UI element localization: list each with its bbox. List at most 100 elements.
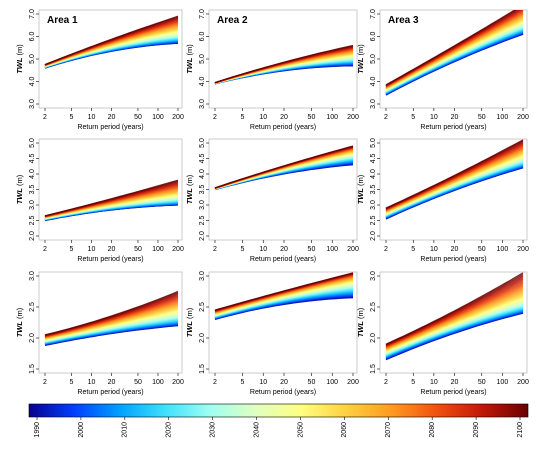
curve-family	[214, 145, 354, 191]
x-tick-label: 2	[213, 114, 217, 121]
y-tick-label: 2.5	[29, 302, 36, 312]
y-tick-label: 4.0	[199, 169, 206, 179]
curve-2100	[214, 272, 354, 311]
panel-title: Area 2	[217, 15, 248, 26]
curve-2100	[385, 139, 524, 209]
panel-frame	[208, 271, 358, 374]
x-tick-label: 2	[213, 246, 217, 253]
x-tick-label: 10	[430, 246, 438, 253]
x-tick-label: 5	[70, 246, 74, 253]
x-tick-label: 50	[308, 114, 316, 121]
x-axis-label: Return period (years)	[77, 256, 143, 263]
y-axis-label: TWL (m)	[356, 174, 365, 204]
x-tick-label: 50	[308, 379, 316, 386]
colorbar-tick-label: 2040	[253, 422, 260, 438]
panel-1: 2 5 10 20 50 100 200 Return period (years) 3.0 4.…	[15, 9, 184, 131]
y-tick-label: 5.0	[199, 138, 206, 148]
y-tick-label: 7.0	[370, 9, 377, 19]
panel-title: Area 3	[388, 15, 419, 26]
x-tick-label: 200	[517, 246, 529, 253]
curve-family	[214, 272, 354, 321]
y-tick-label: 3.0	[370, 271, 377, 281]
x-tick-label: 10	[88, 246, 96, 253]
x-tick-label: 10	[430, 114, 438, 121]
y-tick-label: 3.0	[199, 200, 206, 210]
x-axis-label: Return period (years)	[420, 389, 486, 396]
y-tick-label: 2.5	[370, 302, 377, 312]
colorbar-tick-label: 2050	[297, 422, 304, 438]
x-tick-label: 2	[384, 246, 388, 253]
x-tick-label: 200	[172, 379, 184, 386]
curve-family	[385, 139, 524, 220]
x-tick-label: 50	[478, 114, 486, 121]
y-tick-label: 5.0	[370, 138, 377, 148]
panel-frame	[38, 271, 183, 374]
y-tick-label: 7.0	[199, 9, 206, 19]
curve-family	[44, 179, 179, 222]
x-tick-label: 200	[347, 246, 359, 253]
x-tick-label: 5	[411, 379, 415, 386]
y-axis-label: TWL (m)	[356, 44, 365, 74]
x-tick-label: 5	[241, 379, 245, 386]
x-tick-label: 100	[326, 114, 338, 121]
y-tick-label: 3.0	[199, 271, 206, 281]
x-tick-label: 5	[241, 114, 245, 121]
y-axis-label: TWL (m)	[15, 307, 24, 337]
x-tick-label: 20	[280, 246, 288, 253]
y-tick-label: 3.5	[370, 185, 377, 195]
x-tick-label: 20	[451, 246, 459, 253]
y-tick-label: 4.5	[199, 154, 206, 164]
x-axis-label: Return period (years)	[77, 124, 143, 131]
colorbar-tick-label: 2000	[78, 422, 85, 438]
curve-2100	[385, 10, 516, 86]
y-tick-label: 5.0	[370, 54, 377, 64]
curve-family	[385, 272, 524, 361]
x-tick-label: 20	[451, 114, 459, 121]
x-tick-label: 50	[478, 379, 486, 386]
x-axis-label: Return period (years)	[77, 389, 143, 396]
y-axis-label: TWL (m)	[185, 307, 194, 337]
colorbar-tick-label: 2020	[166, 422, 173, 438]
colorbar-tick-label: 2070	[385, 422, 392, 438]
x-tick-label: 10	[259, 114, 267, 121]
x-axis-label: Return period (years)	[420, 256, 486, 263]
panel-2: 2 5 10 20 50 100 200 Return period (years) 3.0 4.…	[185, 9, 359, 131]
panel-8: 2 5 10 20 50 100 200 Return period (years) 1.5 2.…	[185, 271, 359, 396]
panel-9: 2 5 10 20 50 100 200 Return period (years) 1.5 2.…	[356, 271, 529, 396]
y-axis-label: TWL (m)	[356, 307, 365, 337]
y-axis-label: TWL (m)	[185, 174, 194, 204]
y-tick-label: 3.0	[29, 271, 36, 281]
x-tick-label: 5	[241, 246, 245, 253]
x-tick-label: 200	[172, 246, 184, 253]
y-tick-label: 4.0	[29, 169, 36, 179]
y-tick-label: 4.0	[199, 77, 206, 87]
x-tick-label: 50	[308, 246, 316, 253]
colorbar-tick-label: 2100	[517, 422, 524, 438]
x-tick-label: 200	[172, 114, 184, 121]
x-axis-label: Return period (years)	[250, 389, 316, 396]
y-tick-label: 3.0	[370, 99, 377, 109]
x-tick-label: 10	[430, 379, 438, 386]
x-tick-label: 2	[43, 379, 47, 386]
x-tick-label: 200	[347, 114, 359, 121]
y-tick-label: 6.0	[199, 32, 206, 42]
y-tick-label: 1.5	[370, 364, 377, 374]
x-tick-label: 100	[152, 114, 164, 121]
curve-1997	[385, 32, 524, 95]
x-tick-label: 5	[411, 246, 415, 253]
y-tick-label: 1.5	[29, 364, 36, 374]
x-tick-label: 100	[497, 114, 509, 121]
colorbar-tick-label: 2030	[209, 422, 216, 438]
colorbar-tick-label: 2090	[473, 422, 480, 438]
y-tick-label: 6.0	[370, 32, 377, 42]
y-tick-label: 3.0	[29, 99, 36, 109]
x-tick-label: 5	[70, 379, 74, 386]
y-axis-label: TWL (m)	[185, 44, 194, 74]
x-tick-label: 100	[497, 246, 509, 253]
panel-frame	[379, 271, 528, 374]
y-tick-label: 2.5	[29, 216, 36, 226]
y-tick-label: 4.5	[29, 154, 36, 164]
x-axis-label: Return period (years)	[250, 256, 316, 263]
y-tick-label: 4.0	[370, 77, 377, 87]
